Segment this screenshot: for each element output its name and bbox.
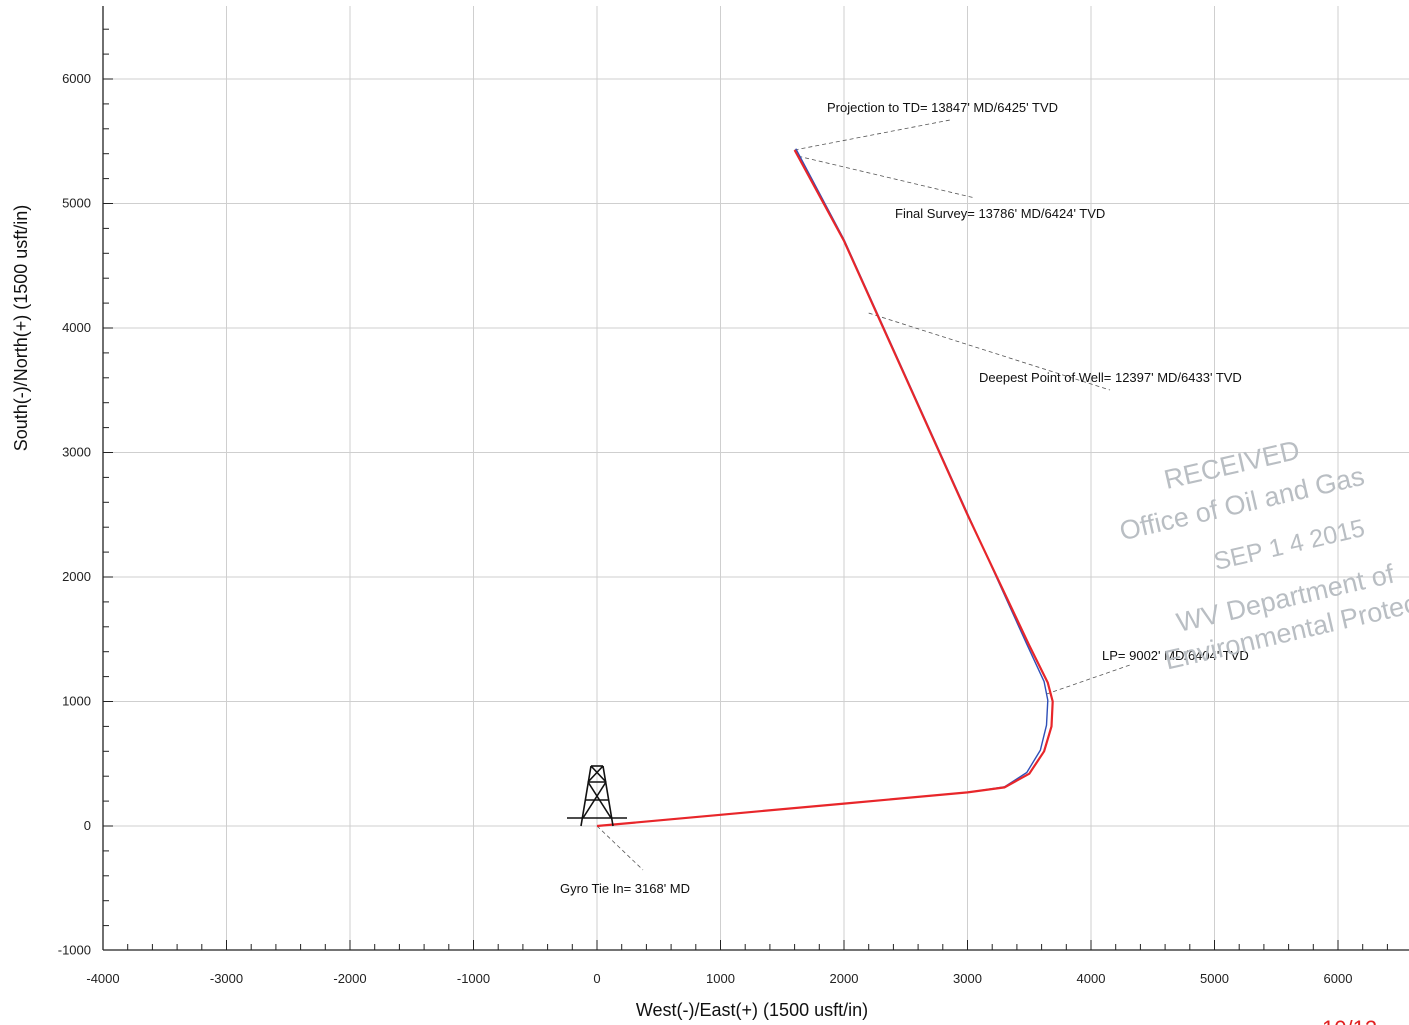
annotation-label: LP= 9002' MD/6404' TVD — [1102, 648, 1249, 663]
series-line — [596, 148, 1049, 827]
annotation-leader — [596, 825, 644, 871]
stamp-line-date: SEP 1 4 2015 — [1211, 514, 1367, 576]
y-tick-label: 3000 — [62, 445, 91, 460]
annotations: Projection to TD= 13847' MD/6425' TVD Fin… — [560, 100, 1249, 896]
annotation-leaders — [596, 119, 1131, 871]
tick-labels: -4000 -3000 -2000 -1000 0 1000 2000 3000 4000 500… — [58, 71, 1353, 986]
annotation-label: Final Survey= 13786' MD/6424' TVD — [895, 206, 1105, 221]
drilling-rig-icon — [567, 765, 627, 827]
annotation-leader — [794, 119, 951, 151]
x-tick-label: 2000 — [830, 971, 859, 986]
axes — [102, 6, 1409, 951]
x-tick-label: -2000 — [333, 971, 366, 986]
x-tick-label: 0 — [593, 971, 600, 986]
annotation-leader — [868, 312, 1111, 391]
x-tick-label: 6000 — [1324, 971, 1353, 986]
x-tick-label: 1000 — [706, 971, 735, 986]
y-tick-label: 0 — [84, 818, 91, 833]
annotation-label: Projection to TD= 13847' MD/6425' TVD — [827, 100, 1058, 115]
x-tick-label: 4000 — [1077, 971, 1106, 986]
y-tick-label: 4000 — [62, 320, 91, 335]
y-tick-label: 2000 — [62, 569, 91, 584]
y-tick-label: -1000 — [58, 943, 91, 958]
x-tick-label: -3000 — [210, 971, 243, 986]
y-tick-label: 1000 — [62, 694, 91, 709]
received-stamp: RECEIVED Office of Oil and Gas SEP 1 4 2… — [1117, 435, 1409, 676]
annotation-leader — [798, 155, 976, 199]
y-tick-label: 5000 — [62, 196, 91, 211]
x-tick-label: 5000 — [1200, 971, 1229, 986]
annotation-leader — [1046, 664, 1131, 695]
y-tick-label: 6000 — [62, 71, 91, 86]
x-axis-title: West(-)/East(+) (1500 usft/in) — [636, 1000, 868, 1020]
annotation-label: Gyro Tie In= 3168' MD — [560, 881, 690, 896]
x-tick-label: 3000 — [953, 971, 982, 986]
grid — [103, 6, 1409, 950]
x-tick-label: -4000 — [86, 971, 119, 986]
series-line — [596, 149, 1054, 828]
x-tick-label: -1000 — [457, 971, 490, 986]
y-axis-title: South(-)/North(+) (1500 usft/in) — [11, 205, 31, 452]
annotation-label: Deepest Point of Well= 12397' MD/6433' T… — [979, 370, 1242, 385]
page-number: 10/12 — [1322, 1016, 1377, 1025]
series — [596, 148, 1054, 828]
